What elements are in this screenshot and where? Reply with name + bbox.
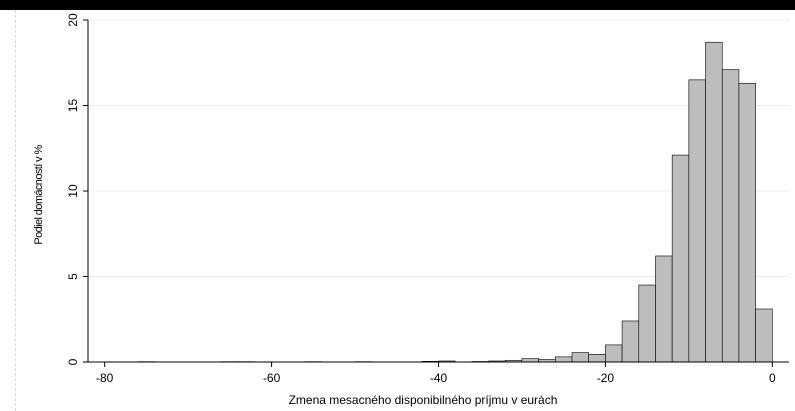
histogram-bar [755, 308, 773, 363]
y-tick-label: 0 [66, 358, 80, 365]
y-tick-label: 10 [66, 184, 80, 198]
x-tick-label: -40 [430, 371, 448, 385]
y-tick-label: 5 [66, 273, 80, 280]
left-dashed-guide [15, 10, 16, 411]
x-tick-label: -60 [263, 371, 281, 385]
histogram-bar [638, 284, 656, 363]
y-tick-label: 15 [66, 99, 80, 113]
axes-layer [83, 19, 789, 367]
x-tick-label: 0 [769, 371, 776, 385]
histogram-bar [521, 358, 539, 363]
histogram-bar [621, 320, 640, 363]
histogram-bar [571, 352, 590, 363]
bars-layer [137, 41, 773, 363]
histogram-bar [588, 354, 606, 363]
histogram-bar [738, 82, 756, 363]
histogram-bar [721, 69, 740, 363]
histogram-bar [655, 255, 673, 363]
x-tick-label: -20 [597, 371, 615, 385]
x-axis-title: Zmena mesacného disponibilného príjmu v … [289, 393, 558, 407]
labels-layer: 0 5 10 15 20 -80 -60 -40 -20 0 [66, 13, 776, 385]
histogram-bar [705, 41, 723, 363]
x-tick-label: -80 [96, 371, 114, 385]
y-tick-label: 20 [66, 13, 80, 27]
histogram-bar [605, 344, 623, 363]
y-axis-title: Podiel domácností v % [33, 145, 45, 245]
top-black-bar [0, 0, 795, 10]
histogram-bar [555, 356, 573, 363]
histogram-bar [688, 79, 706, 363]
histogram-bar [671, 154, 690, 363]
